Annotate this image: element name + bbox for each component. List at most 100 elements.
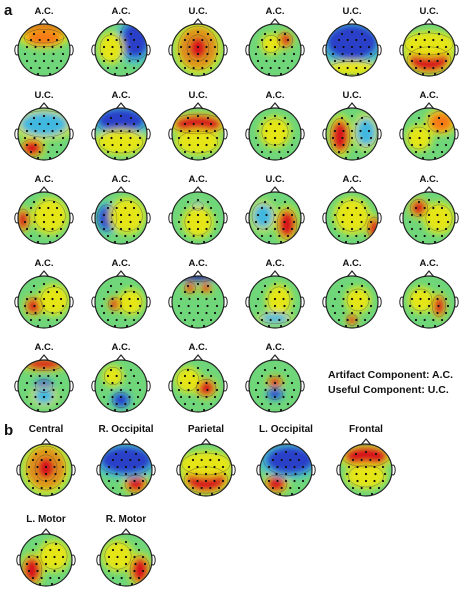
electrode-dot bbox=[363, 66, 367, 70]
electrode-dot bbox=[292, 220, 296, 224]
nose-mark bbox=[192, 18, 204, 26]
electrode-dot bbox=[367, 59, 371, 63]
electrode-dot bbox=[47, 122, 50, 126]
component-map-label: A.C. bbox=[111, 90, 131, 101]
electrode-dot bbox=[292, 304, 296, 308]
electrode-dot bbox=[256, 381, 260, 385]
electrode-dot bbox=[47, 402, 50, 406]
scalp-topomap bbox=[256, 438, 316, 497]
nose-mark bbox=[346, 18, 358, 26]
electrode-dot bbox=[205, 311, 208, 315]
electrode-dot bbox=[196, 59, 200, 63]
electrode-dot bbox=[133, 479, 136, 483]
electrode-dot bbox=[340, 32, 344, 36]
electrode-dot bbox=[109, 368, 113, 372]
electrode-dot bbox=[437, 116, 441, 120]
electrode-dot bbox=[363, 122, 367, 126]
electrode-dot bbox=[188, 143, 191, 147]
electrode-dot bbox=[209, 234, 213, 238]
electrode-dot bbox=[29, 290, 33, 294]
electrode-dot bbox=[42, 220, 46, 224]
electrode-dot bbox=[369, 304, 373, 308]
component-map-label: A.C. bbox=[419, 258, 439, 269]
electrode-dot bbox=[278, 402, 281, 406]
electrode-dot bbox=[273, 143, 277, 147]
electrode-dot bbox=[116, 569, 119, 573]
electrode-dot bbox=[111, 129, 114, 133]
electrode-dot bbox=[110, 304, 113, 308]
electrode-dot bbox=[128, 129, 131, 133]
electrode-dot bbox=[436, 59, 439, 63]
electrode-dot bbox=[138, 52, 142, 56]
electrode-dot bbox=[356, 324, 360, 328]
electrode-dot bbox=[419, 129, 422, 133]
electrode-dot bbox=[356, 465, 359, 469]
electrode-dot bbox=[136, 227, 140, 231]
electrode-dot bbox=[381, 465, 385, 469]
electrode-dot bbox=[107, 555, 111, 559]
electrode-dot bbox=[119, 297, 123, 301]
electrode-dot bbox=[25, 311, 29, 315]
electrode-dot bbox=[192, 206, 195, 210]
electrode-dot bbox=[260, 290, 264, 294]
electrode-dot bbox=[369, 486, 372, 490]
electrode-dot bbox=[273, 297, 277, 301]
head-outline bbox=[325, 275, 379, 329]
electrode-dot bbox=[419, 311, 422, 315]
electrode-dot bbox=[418, 304, 421, 308]
electrode-dot bbox=[260, 38, 264, 42]
electrode-dot bbox=[55, 206, 59, 210]
electrode-dot bbox=[128, 297, 131, 301]
electrode-dot bbox=[186, 200, 190, 204]
electrode-dot bbox=[42, 366, 46, 370]
electrode-dot bbox=[38, 318, 41, 322]
electrode-dot bbox=[436, 45, 439, 49]
electrode-dot bbox=[260, 150, 264, 154]
electrode-dot bbox=[205, 395, 208, 399]
electrode-dot bbox=[421, 324, 425, 328]
electrode-dot bbox=[263, 116, 267, 120]
electrode-dot bbox=[111, 395, 114, 399]
electrode-dot bbox=[344, 324, 348, 328]
electrode-dot bbox=[179, 381, 183, 385]
electrode-dot bbox=[102, 143, 106, 147]
electrode-dot bbox=[273, 388, 277, 392]
region-map-label: L. Occipital bbox=[259, 424, 313, 435]
nose-mark bbox=[115, 186, 127, 194]
electrode-dot bbox=[42, 59, 46, 63]
component-map: A.C. bbox=[237, 258, 313, 346]
nose-mark bbox=[40, 528, 52, 536]
electrode-dot bbox=[23, 52, 27, 56]
electrode-dot bbox=[51, 311, 54, 315]
electrode-dot bbox=[355, 318, 358, 322]
electrode-dot bbox=[134, 562, 137, 566]
electrode-dot bbox=[286, 206, 290, 210]
electrode-dot bbox=[100, 388, 104, 392]
electrode-dot bbox=[42, 304, 46, 308]
electrode-dot bbox=[346, 318, 349, 322]
electrode-dot bbox=[134, 472, 137, 476]
electrode-dot bbox=[188, 129, 191, 133]
electrode-dot bbox=[273, 59, 277, 63]
electrode-dot bbox=[283, 220, 286, 224]
electrode-dot bbox=[183, 234, 187, 238]
component-map: A.C. bbox=[6, 6, 82, 94]
scalp-topomap bbox=[245, 270, 305, 329]
electrode-dot bbox=[128, 143, 131, 147]
electrode-dot bbox=[29, 402, 33, 406]
electrode-dot bbox=[269, 206, 272, 210]
electrode-dot bbox=[278, 290, 281, 294]
electrode-dot bbox=[290, 213, 294, 217]
electrode-dot bbox=[114, 452, 118, 456]
electrode-dot bbox=[134, 542, 138, 546]
electrode-dot bbox=[414, 206, 418, 210]
electrode-dot bbox=[202, 240, 206, 244]
electrode-dot bbox=[129, 32, 133, 36]
electrode-dot bbox=[282, 381, 285, 385]
electrode-dot bbox=[374, 472, 377, 476]
electrode-dot bbox=[106, 150, 110, 154]
electrode-dot bbox=[47, 66, 50, 70]
electrode-dot bbox=[367, 143, 371, 147]
electrode-dot bbox=[356, 156, 360, 160]
electrode-dot bbox=[109, 32, 113, 36]
